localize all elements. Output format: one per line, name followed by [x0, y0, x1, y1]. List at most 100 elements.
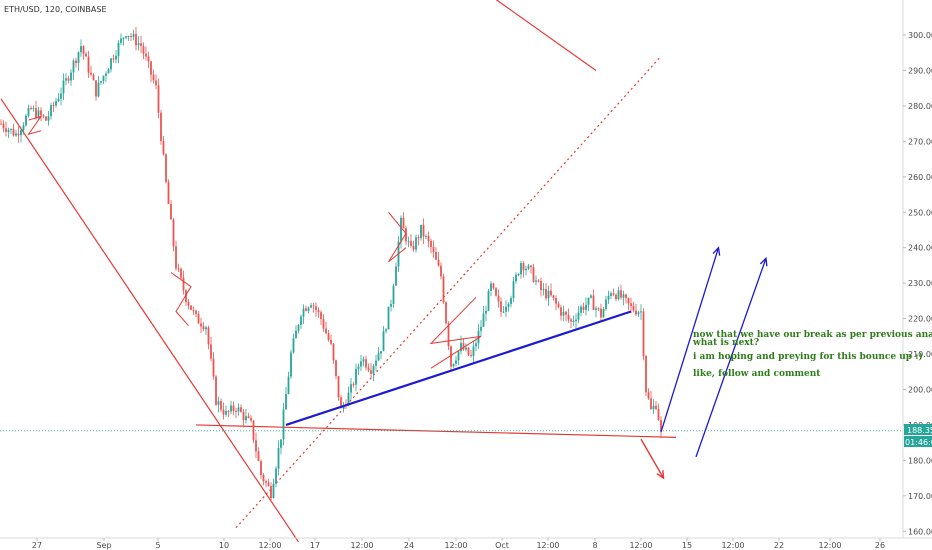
x-tick-label: 12:00 — [444, 541, 467, 550]
candle-body — [257, 451, 260, 461]
candle-body — [647, 392, 650, 399]
candle-body — [367, 367, 370, 371]
candle-body — [537, 280, 540, 282]
candle-body — [487, 290, 490, 311]
candle-body — [435, 251, 437, 260]
candle-body — [200, 323, 202, 327]
candle-body — [287, 376, 290, 395]
candle-body — [550, 290, 552, 296]
price-tag-countdown: 01:46:00 — [905, 438, 932, 447]
candle-body — [545, 289, 547, 299]
candle-body — [112, 58, 115, 60]
candle-body — [355, 368, 357, 385]
drawings-layer — [0, 0, 903, 543]
candle-body — [625, 294, 627, 298]
y-tick-label: 250.00 — [908, 208, 932, 217]
candle-body — [395, 266, 397, 286]
candle-body — [372, 365, 375, 374]
candle-body — [592, 295, 595, 310]
candle-body — [37, 110, 40, 118]
candle-body — [352, 384, 355, 386]
candle-body — [277, 447, 280, 469]
candle-body — [157, 85, 160, 113]
candle-body — [440, 265, 442, 277]
y-tick-label: 200.00 — [908, 386, 932, 395]
x-tick-label: 22 — [774, 541, 784, 550]
candle-body — [125, 36, 127, 38]
candle-body — [340, 397, 342, 409]
candle-body — [180, 268, 182, 278]
candle-body — [107, 69, 110, 74]
candle-body — [500, 301, 502, 312]
candle-body — [145, 53, 147, 57]
candle-body — [430, 240, 432, 248]
candle-body — [327, 333, 330, 340]
candle-body — [532, 267, 535, 282]
candle-body — [312, 305, 315, 307]
x-tick-label: 24 — [404, 541, 414, 550]
candle-body — [167, 181, 170, 204]
x-tick-label: 17 — [310, 541, 320, 550]
candle-body — [222, 409, 225, 415]
candle-body — [387, 306, 390, 330]
candle-body — [240, 407, 242, 412]
candle-body — [497, 295, 500, 302]
candle-body — [182, 277, 185, 291]
candle-body — [460, 343, 462, 352]
candle-body — [442, 276, 445, 303]
candle-body — [390, 303, 392, 307]
candle-body — [165, 154, 167, 182]
candle-body — [472, 346, 475, 357]
candle-body — [120, 38, 122, 43]
candle-body — [490, 283, 492, 291]
x-tick-label: Oct — [495, 541, 509, 550]
candle-body — [467, 347, 470, 356]
candle-body — [227, 411, 230, 413]
annotation-line-4: like, follow and comment — [693, 369, 821, 379]
candle-body — [652, 405, 655, 410]
candle-body — [7, 129, 10, 132]
candle-body — [492, 283, 495, 289]
y-tick-label: 300.00 — [908, 31, 932, 40]
candle-body — [612, 293, 615, 295]
candle-body — [650, 398, 652, 410]
candle-body — [605, 299, 607, 309]
red-dotted-channel-line — [235, 55, 662, 529]
red-pattern-drawing — [27, 115, 43, 136]
candle-body — [317, 310, 320, 313]
x-tick-label: 8 — [592, 541, 597, 550]
candle-body — [155, 80, 157, 86]
candle-body — [10, 128, 12, 130]
candle-body — [547, 290, 550, 299]
candle-body — [595, 308, 597, 310]
candle-body — [555, 297, 557, 304]
candle-body — [432, 247, 435, 252]
candle-body — [445, 302, 447, 324]
candle-body — [190, 305, 192, 310]
candle-body — [95, 80, 97, 97]
candle-body — [520, 263, 522, 275]
x-tick-label: 27 — [32, 541, 42, 550]
candle-body — [455, 360, 457, 364]
candle-body — [645, 356, 647, 393]
candle-body — [280, 439, 282, 448]
annotation-line-1: now that we have our break as per previo… — [693, 330, 932, 340]
candle-body — [237, 407, 240, 412]
candle-body — [290, 352, 292, 377]
candle-body — [462, 343, 465, 350]
candle-body — [232, 405, 235, 411]
y-tick-label: 240.00 — [908, 244, 932, 253]
annotation-line-3: i am hoping and preying for this bounce … — [693, 351, 923, 362]
candle-body — [245, 416, 247, 421]
candle-body — [297, 325, 300, 331]
candle-body — [512, 281, 515, 299]
candle-body — [160, 112, 162, 142]
candle-body — [192, 309, 195, 311]
candle-body — [27, 108, 30, 116]
candle-body — [530, 265, 532, 268]
candle-body — [130, 36, 132, 38]
candle-body — [637, 312, 640, 315]
candle-body — [465, 347, 467, 350]
candle-body — [562, 311, 565, 316]
